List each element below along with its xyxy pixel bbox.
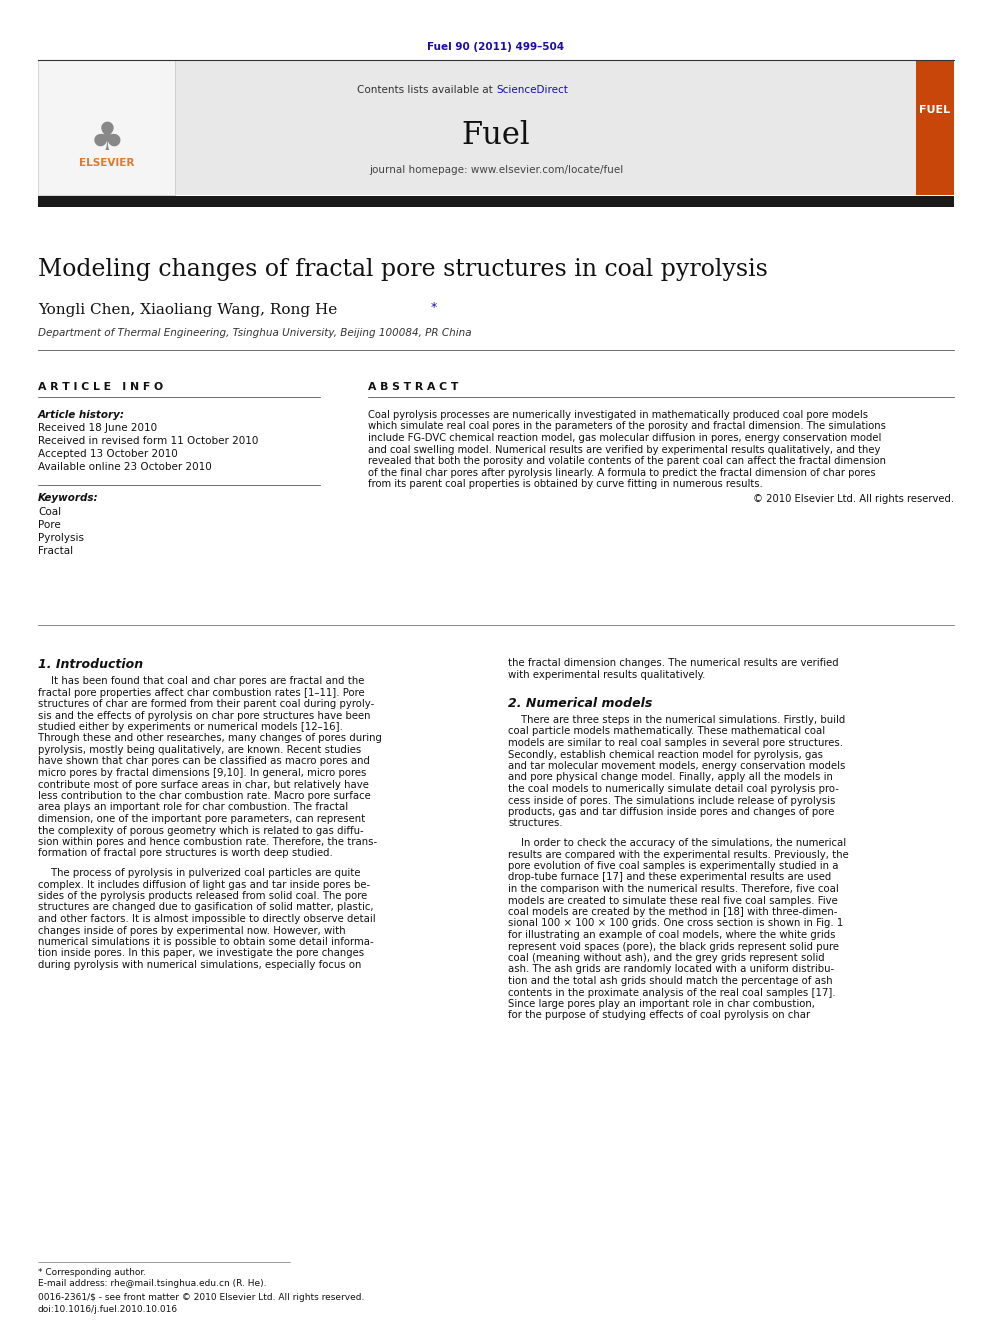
Text: the coal models to numerically simulate detail coal pyrolysis pro-: the coal models to numerically simulate …	[508, 785, 839, 794]
Text: the complexity of porous geometry which is related to gas diffu-: the complexity of porous geometry which …	[38, 826, 364, 836]
Text: The process of pyrolysis in pulverized coal particles are quite: The process of pyrolysis in pulverized c…	[38, 868, 360, 878]
Text: pore evolution of five coal samples is experimentally studied in a: pore evolution of five coal samples is e…	[508, 861, 838, 871]
Text: studied either by experiments or numerical models [12–16].: studied either by experiments or numeric…	[38, 722, 343, 732]
Text: numerical simulations it is possible to obtain some detail informa-: numerical simulations it is possible to …	[38, 937, 374, 947]
Text: sis and the effects of pyrolysis on char pore structures have been: sis and the effects of pyrolysis on char…	[38, 710, 370, 721]
Text: with experimental results qualitatively.: with experimental results qualitatively.	[508, 669, 705, 680]
Bar	[38, 60, 175, 194]
Text: ♣: ♣	[89, 120, 124, 157]
Text: products, gas and tar diffusion inside pores and changes of pore: products, gas and tar diffusion inside p…	[508, 807, 834, 818]
Text: Fuel: Fuel	[461, 120, 531, 151]
Text: of the final char pores after pyrolysis linearly. A formula to predict the fract: of the final char pores after pyrolysis …	[368, 467, 876, 478]
Text: Article history:: Article history:	[38, 410, 125, 419]
Text: ELSEVIER: ELSEVIER	[79, 157, 135, 168]
Text: Coal pyrolysis processes are numerically investigated in mathematically produced: Coal pyrolysis processes are numerically…	[368, 410, 868, 419]
Text: and pore physical change model. Finally, apply all the models in: and pore physical change model. Finally,…	[508, 773, 833, 782]
Text: Received in revised form 11 October 2010: Received in revised form 11 October 2010	[38, 437, 258, 446]
Text: Fuel 90 (2011) 499–504: Fuel 90 (2011) 499–504	[428, 42, 564, 52]
Text: sional 100 × 100 × 100 grids. One cross section is shown in Fig. 1: sional 100 × 100 × 100 grids. One cross …	[508, 918, 843, 929]
Text: pyrolysis, mostly being qualitatively, are known. Recent studies: pyrolysis, mostly being qualitatively, a…	[38, 745, 361, 755]
Text: tion inside pores. In this paper, we investigate the pore changes: tion inside pores. In this paper, we inv…	[38, 949, 364, 958]
Bar	[916, 60, 954, 194]
Text: complex. It includes diffusion of light gas and tar inside pores be-: complex. It includes diffusion of light …	[38, 880, 370, 889]
Text: cess inside of pores. The simulations include release of pyrolysis: cess inside of pores. The simulations in…	[508, 795, 835, 806]
Text: less contribution to the char combustion rate. Macro pore surface: less contribution to the char combustion…	[38, 791, 371, 800]
Text: formation of fractal pore structures is worth deep studied.: formation of fractal pore structures is …	[38, 848, 332, 859]
Text: 0016-2361/$ - see front matter © 2010 Elsevier Ltd. All rights reserved.: 0016-2361/$ - see front matter © 2010 El…	[38, 1293, 364, 1302]
Text: contribute most of pore surface areas in char, but relatively have: contribute most of pore surface areas in…	[38, 779, 369, 790]
Text: during pyrolysis with numerical simulations, especially focus on: during pyrolysis with numerical simulati…	[38, 960, 361, 970]
Text: Fractal: Fractal	[38, 546, 73, 556]
Text: *: *	[431, 302, 437, 314]
Text: © 2010 Elsevier Ltd. All rights reserved.: © 2010 Elsevier Ltd. All rights reserved…	[753, 495, 954, 504]
Text: models are created to simulate these real five coal samples. Five: models are created to simulate these rea…	[508, 896, 838, 905]
Text: and other factors. It is almost impossible to directly observe detail: and other factors. It is almost impossib…	[38, 914, 376, 923]
Text: dimension, one of the important pore parameters, can represent: dimension, one of the important pore par…	[38, 814, 365, 824]
Text: coal (meaning without ash), and the grey grids represent solid: coal (meaning without ash), and the grey…	[508, 953, 824, 963]
Text: A B S T R A C T: A B S T R A C T	[368, 382, 458, 392]
Text: structures.: structures.	[508, 819, 562, 828]
Text: There are three steps in the numerical simulations. Firstly, build: There are three steps in the numerical s…	[508, 714, 845, 725]
Text: Modeling changes of fractal pore structures in coal pyrolysis: Modeling changes of fractal pore structu…	[38, 258, 768, 280]
Text: 1. Introduction: 1. Introduction	[38, 658, 143, 671]
Text: sion within pores and hence combustion rate. Therefore, the trans-: sion within pores and hence combustion r…	[38, 837, 377, 847]
Text: Accepted 13 October 2010: Accepted 13 October 2010	[38, 448, 178, 459]
Text: A R T I C L E   I N F O: A R T I C L E I N F O	[38, 382, 163, 392]
Text: Department of Thermal Engineering, Tsinghua University, Beijing 100084, PR China: Department of Thermal Engineering, Tsing…	[38, 328, 471, 337]
Text: Coal: Coal	[38, 507, 62, 517]
Text: have shown that char pores can be classified as macro pores and: have shown that char pores can be classi…	[38, 757, 370, 766]
Text: and tar molecular movement models, energy conservation models: and tar molecular movement models, energ…	[508, 761, 845, 771]
Text: coal particle models mathematically. These mathematical coal: coal particle models mathematically. The…	[508, 726, 825, 737]
Text: micro pores by fractal dimensions [9,10]. In general, micro pores: micro pores by fractal dimensions [9,10]…	[38, 767, 366, 778]
Text: FUEL: FUEL	[920, 105, 950, 115]
Text: results are compared with the experimental results. Previously, the: results are compared with the experiment…	[508, 849, 849, 860]
Text: It has been found that coal and char pores are fractal and the: It has been found that coal and char por…	[38, 676, 364, 687]
Bar	[175, 60, 916, 194]
Text: structures of char are formed from their parent coal during pyroly-: structures of char are formed from their…	[38, 699, 374, 709]
Text: from its parent coal properties is obtained by curve fitting in numerous results: from its parent coal properties is obtai…	[368, 479, 763, 490]
Text: drop-tube furnace [17] and these experimental results are used: drop-tube furnace [17] and these experim…	[508, 872, 831, 882]
Text: represent void spaces (pore), the black grids represent solid pure: represent void spaces (pore), the black …	[508, 942, 839, 951]
Text: Pore: Pore	[38, 520, 61, 531]
Text: Received 18 June 2010: Received 18 June 2010	[38, 423, 157, 433]
Text: In order to check the accuracy of the simulations, the numerical: In order to check the accuracy of the si…	[508, 837, 846, 848]
Text: tion and the total ash grids should match the percentage of ash: tion and the total ash grids should matc…	[508, 976, 832, 986]
Text: revealed that both the porosity and volatile contents of the parent coal can aff: revealed that both the porosity and vola…	[368, 456, 886, 466]
Text: Since large pores play an important role in char combustion,: Since large pores play an important role…	[508, 999, 814, 1009]
Text: Available online 23 October 2010: Available online 23 October 2010	[38, 462, 211, 472]
Text: models are similar to real coal samples in several pore structures.: models are similar to real coal samples …	[508, 738, 843, 747]
Text: Yongli Chen, Xiaoliang Wang, Rong He: Yongli Chen, Xiaoliang Wang, Rong He	[38, 303, 337, 318]
Text: area plays an important role for char combustion. The fractal: area plays an important role for char co…	[38, 803, 348, 812]
Text: Through these and other researches, many changes of pores during: Through these and other researches, many…	[38, 733, 382, 744]
Text: which simulate real coal pores in the parameters of the porosity and fractal dim: which simulate real coal pores in the pa…	[368, 422, 886, 431]
Text: Secondly, establish chemical reaction model for pyrolysis, gas: Secondly, establish chemical reaction mo…	[508, 750, 823, 759]
Text: journal homepage: www.elsevier.com/locate/fuel: journal homepage: www.elsevier.com/locat…	[369, 165, 623, 175]
Text: sides of the pyrolysis products released from solid coal. The pore: sides of the pyrolysis products released…	[38, 890, 367, 901]
Text: and coal swelling model. Numerical results are verified by experimental results : and coal swelling model. Numerical resul…	[368, 445, 880, 455]
Text: contents in the proximate analysis of the real coal samples [17].: contents in the proximate analysis of th…	[508, 987, 835, 998]
Text: ScienceDirect: ScienceDirect	[496, 85, 567, 95]
Text: Keywords:: Keywords:	[38, 493, 98, 503]
Text: the fractal dimension changes. The numerical results are verified: the fractal dimension changes. The numer…	[508, 658, 838, 668]
Bar	[38, 196, 954, 206]
Text: doi:10.1016/j.fuel.2010.10.016: doi:10.1016/j.fuel.2010.10.016	[38, 1304, 179, 1314]
Text: fractal pore properties affect char combustion rates [1–11]. Pore: fractal pore properties affect char comb…	[38, 688, 365, 697]
Text: structures are changed due to gasification of solid matter, plastic,: structures are changed due to gasificati…	[38, 902, 374, 913]
Text: include FG-DVC chemical reaction model, gas molecular diffusion in pores, energy: include FG-DVC chemical reaction model, …	[368, 433, 881, 443]
Text: E-mail address: rhe@mail.tsinghua.edu.cn (R. He).: E-mail address: rhe@mail.tsinghua.edu.cn…	[38, 1279, 267, 1289]
Text: Pyrolysis: Pyrolysis	[38, 533, 84, 542]
Text: changes inside of pores by experimental now. However, with: changes inside of pores by experimental …	[38, 926, 345, 935]
Text: in the comparison with the numerical results. Therefore, five coal: in the comparison with the numerical res…	[508, 884, 839, 894]
Text: for illustrating an example of coal models, where the white grids: for illustrating an example of coal mode…	[508, 930, 835, 941]
Text: 2. Numerical models: 2. Numerical models	[508, 697, 653, 710]
Text: coal models are created by the method in [18] with three-dimen-: coal models are created by the method in…	[508, 908, 837, 917]
Text: Contents lists available at: Contents lists available at	[357, 85, 496, 95]
Text: ash. The ash grids are randomly located with a uniform distribu-: ash. The ash grids are randomly located …	[508, 964, 834, 975]
Text: for the purpose of studying effects of coal pyrolysis on char: for the purpose of studying effects of c…	[508, 1011, 810, 1020]
Text: * Corresponding author.: * Corresponding author.	[38, 1267, 146, 1277]
